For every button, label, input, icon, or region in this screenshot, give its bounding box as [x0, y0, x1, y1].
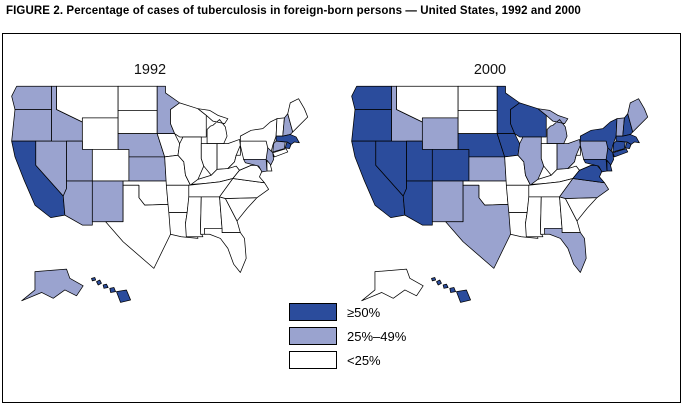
state-CO-1992 [91, 149, 130, 182]
state-NM-1992 [91, 180, 124, 223]
year-label-1992: 1992 [133, 62, 167, 78]
state-HI-1992 [91, 277, 131, 303]
state-NH-1992 [282, 113, 294, 137]
state-WY-2000 [421, 117, 459, 150]
state-PA-2000 [579, 140, 610, 160]
legend-label-mid: 25%–49% [347, 328, 407, 344]
legend-swatch-high [289, 303, 337, 321]
legend-item-mid: 25%–49% [289, 327, 406, 345]
state-AR-2000 [505, 184, 531, 214]
state-WA-2000 [351, 85, 392, 110]
state-WA-1992 [11, 85, 52, 110]
state-FL-1992 [204, 228, 247, 273]
year-label-2000: 2000 [473, 62, 507, 78]
state-NH-2000 [622, 113, 634, 137]
state-WY-1992 [81, 117, 119, 150]
state-RI-1992 [284, 141, 292, 149]
state-AK-2000 [361, 268, 424, 302]
state-KS-1992 [128, 156, 167, 182]
state-SD-1992 [117, 109, 158, 135]
legend-label-high: ≥50% [347, 304, 381, 320]
state-CO-2000 [431, 149, 470, 182]
legend-item-high: ≥50% [289, 303, 406, 321]
state-ND-1992 [117, 85, 158, 111]
us-choropleth-map-2000 [351, 85, 649, 303]
state-ME-1992 [287, 98, 309, 133]
state-AK-1992 [21, 268, 84, 302]
legend-label-low: <25% [347, 352, 381, 368]
legend-swatch-low [289, 351, 337, 369]
state-AZ-1992 [62, 180, 93, 226]
state-IN-1992 [200, 143, 218, 176]
map-panel-1992: 1992 [10, 62, 326, 315]
state-RI-2000 [624, 141, 632, 149]
us-choropleth-map-1992 [11, 85, 309, 303]
state-HI-2000 [431, 277, 471, 303]
legend-swatch-mid [289, 327, 337, 345]
legend-item-low: <25% [289, 351, 406, 369]
state-KS-2000 [468, 156, 507, 182]
state-CT-1992 [272, 140, 286, 153]
state-PA-1992 [239, 140, 270, 160]
state-MD-2000 [583, 159, 608, 173]
state-OR-1992 [11, 109, 52, 142]
state-IN-2000 [540, 143, 558, 176]
state-WI-1992 [170, 102, 207, 138]
state-MD-1992 [243, 159, 268, 173]
figure-title: FIGURE 2. Percentage of cases of tubercu… [6, 5, 581, 17]
state-AZ-2000 [402, 180, 433, 226]
state-ME-2000 [627, 98, 649, 133]
state-AR-1992 [165, 184, 191, 214]
state-NM-2000 [431, 180, 464, 223]
state-FL-2000 [544, 228, 587, 273]
state-WI-2000 [510, 102, 547, 138]
state-OR-2000 [351, 109, 392, 142]
state-SD-2000 [457, 109, 498, 135]
map-panel-2000: 2000 [350, 62, 666, 315]
legend: ≥50% 25%–49% <25% [289, 303, 406, 375]
state-ND-2000 [457, 85, 498, 111]
state-CT-2000 [612, 140, 626, 153]
